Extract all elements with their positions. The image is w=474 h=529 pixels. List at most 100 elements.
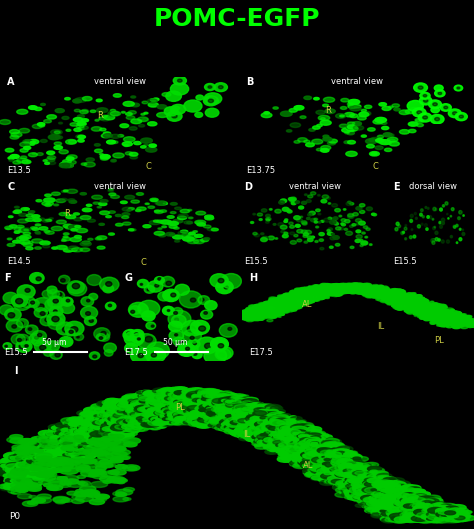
Circle shape — [74, 435, 79, 437]
Circle shape — [368, 288, 374, 290]
Circle shape — [132, 412, 142, 416]
Circle shape — [64, 440, 77, 444]
Circle shape — [1, 464, 11, 468]
Circle shape — [333, 480, 339, 482]
Circle shape — [276, 302, 280, 303]
Circle shape — [372, 288, 380, 291]
Circle shape — [35, 450, 44, 453]
Circle shape — [390, 490, 404, 495]
Circle shape — [368, 286, 376, 288]
Circle shape — [36, 453, 52, 459]
Circle shape — [165, 394, 177, 398]
Circle shape — [374, 294, 383, 297]
Circle shape — [41, 458, 52, 462]
Circle shape — [73, 443, 81, 446]
Circle shape — [368, 477, 374, 479]
Circle shape — [80, 412, 93, 416]
Circle shape — [272, 419, 282, 422]
Circle shape — [300, 289, 304, 291]
Circle shape — [406, 497, 418, 501]
Circle shape — [274, 305, 282, 308]
Circle shape — [413, 305, 418, 307]
Circle shape — [400, 299, 407, 302]
Circle shape — [296, 290, 301, 293]
Circle shape — [147, 418, 152, 419]
Circle shape — [239, 411, 250, 414]
Circle shape — [445, 511, 453, 514]
Circle shape — [88, 219, 95, 222]
Circle shape — [340, 472, 348, 475]
Circle shape — [81, 452, 97, 458]
Circle shape — [213, 400, 227, 405]
Circle shape — [299, 454, 310, 459]
Circle shape — [289, 453, 304, 458]
Circle shape — [296, 458, 301, 460]
Circle shape — [65, 457, 76, 460]
Circle shape — [266, 219, 270, 221]
Circle shape — [283, 435, 292, 438]
Circle shape — [139, 425, 148, 428]
Circle shape — [334, 475, 346, 479]
Circle shape — [369, 488, 375, 490]
Circle shape — [340, 290, 346, 293]
Circle shape — [44, 449, 60, 454]
Circle shape — [253, 411, 267, 416]
Circle shape — [262, 410, 268, 412]
Circle shape — [254, 318, 259, 320]
Circle shape — [437, 509, 448, 514]
Circle shape — [237, 400, 252, 406]
Circle shape — [399, 295, 405, 298]
Circle shape — [421, 313, 424, 314]
Circle shape — [388, 501, 403, 507]
Circle shape — [325, 451, 335, 454]
Circle shape — [328, 479, 341, 484]
Circle shape — [34, 475, 40, 477]
Circle shape — [173, 390, 182, 393]
Circle shape — [237, 433, 253, 439]
Circle shape — [38, 304, 44, 308]
Circle shape — [131, 404, 141, 408]
Circle shape — [95, 421, 109, 425]
Circle shape — [305, 295, 309, 297]
Circle shape — [40, 450, 47, 453]
Circle shape — [40, 312, 45, 315]
Circle shape — [313, 290, 320, 293]
Circle shape — [242, 427, 250, 430]
Circle shape — [147, 416, 157, 419]
Circle shape — [284, 232, 288, 234]
Circle shape — [206, 393, 221, 398]
Circle shape — [19, 478, 30, 481]
Circle shape — [63, 440, 80, 445]
Circle shape — [414, 299, 420, 302]
Circle shape — [266, 310, 270, 312]
Circle shape — [46, 450, 61, 455]
Circle shape — [68, 443, 75, 446]
Circle shape — [437, 306, 445, 308]
Circle shape — [399, 295, 406, 298]
Circle shape — [59, 445, 73, 450]
Circle shape — [371, 510, 388, 516]
Circle shape — [395, 292, 398, 294]
Circle shape — [443, 323, 446, 325]
Circle shape — [357, 286, 365, 289]
Circle shape — [44, 469, 56, 473]
Circle shape — [268, 303, 274, 305]
Circle shape — [410, 300, 414, 302]
Circle shape — [89, 412, 101, 416]
Circle shape — [59, 336, 73, 347]
Circle shape — [381, 294, 384, 295]
Circle shape — [363, 492, 371, 495]
Circle shape — [343, 469, 353, 472]
Circle shape — [98, 425, 115, 432]
Circle shape — [59, 446, 68, 449]
Circle shape — [258, 433, 265, 436]
Circle shape — [244, 412, 257, 416]
Circle shape — [62, 435, 68, 437]
Circle shape — [259, 313, 265, 315]
Circle shape — [39, 440, 52, 444]
Circle shape — [438, 515, 455, 521]
Circle shape — [160, 412, 167, 415]
Circle shape — [445, 313, 448, 314]
Circle shape — [60, 436, 66, 439]
Circle shape — [331, 449, 344, 454]
